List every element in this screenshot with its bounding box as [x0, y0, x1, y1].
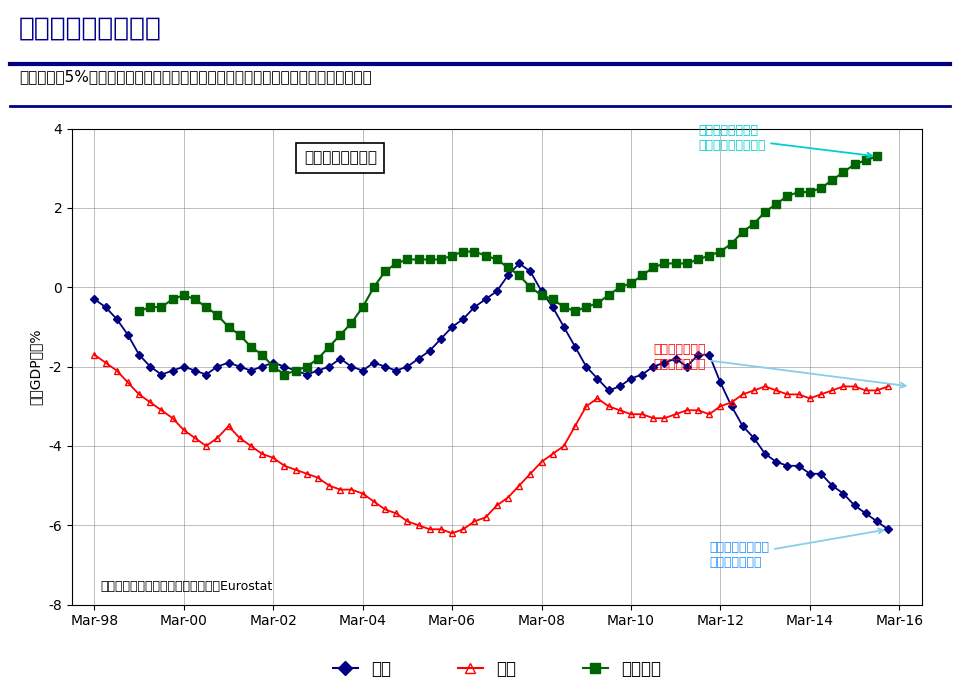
英国 [88, 295, 100, 303]
Y-axis label: 名目GDP比；%: 名目GDP比；% [29, 328, 43, 405]
ユーロ圏 [446, 252, 458, 260]
米国 [278, 461, 290, 470]
米国 [446, 529, 458, 537]
米国 [603, 402, 614, 411]
Text: （出所）英統計局、米経済分析局、Eurostat: （出所）英統計局、米経済分析局、Eurostat [100, 580, 273, 593]
ユーロ圏 [827, 176, 838, 184]
ユーロ圏 [245, 343, 256, 351]
英国 [603, 386, 614, 395]
英国 [882, 525, 894, 534]
ユーロ圏 [480, 252, 492, 260]
米国 [882, 382, 894, 391]
米国 [357, 489, 369, 498]
英国 [278, 362, 290, 370]
ユーロ圏 [223, 322, 234, 331]
Line: 英国: 英国 [91, 261, 891, 532]
Text: 拡大の一途を辿る
ユーロ圏の経常黒字: 拡大の一途を辿る ユーロ圏の経常黒字 [698, 124, 872, 158]
英国 [636, 370, 648, 379]
米国 [201, 442, 212, 450]
Text: 抑制されている
米国の経常赤字: 抑制されている 米国の経常赤字 [654, 343, 905, 388]
英国 [357, 366, 369, 375]
英国 [201, 370, 212, 379]
ユーロ圏 [871, 152, 882, 161]
Text: 経済規模比5%を超える経常赤字。ユーロ圏の内需低迷がその背景。米赤字は縮小。: 経済規模比5%を超える経常赤字。ユーロ圏の内需低迷がその背景。米赤字は縮小。 [19, 70, 372, 85]
Text: 英国の経常赤字問題: 英国の経常赤字問題 [19, 15, 162, 41]
Text: 拡大の一途を辿る
英国の経常赤字: 拡大の一途を辿る 英国の経常赤字 [709, 528, 883, 569]
ユーロ圏 [278, 370, 290, 379]
英国 [547, 303, 559, 311]
Text: 英米欧の経常収支: 英米欧の経常収支 [303, 150, 376, 165]
英国 [514, 259, 525, 268]
米国 [636, 410, 648, 418]
Line: 米国: 米国 [91, 352, 891, 537]
米国 [547, 450, 559, 458]
Line: ユーロ圏: ユーロ圏 [135, 152, 880, 378]
ユーロ圏 [133, 307, 145, 316]
Legend: 英国, 米国, ユーロ圏: 英国, 米国, ユーロ圏 [326, 653, 667, 685]
米国 [88, 350, 100, 359]
ユーロ圏 [704, 252, 715, 260]
